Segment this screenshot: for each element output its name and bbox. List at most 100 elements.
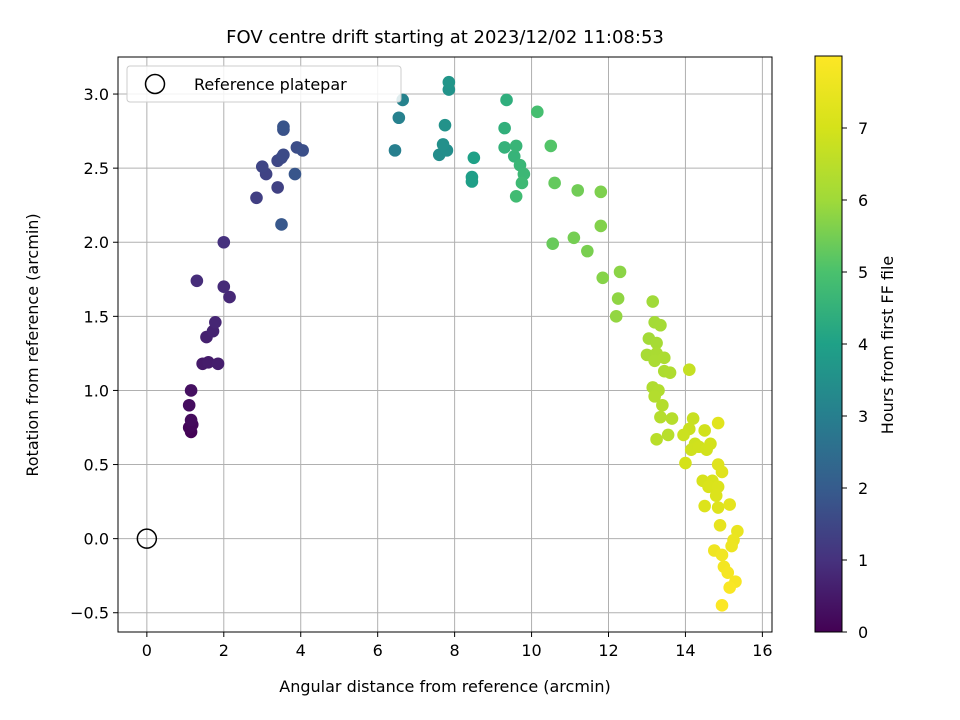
x-tick-label: 6 — [373, 641, 383, 660]
data-point — [548, 176, 561, 190]
data-point — [467, 151, 481, 165]
data-point — [509, 190, 523, 203]
data-point — [723, 498, 736, 511]
colorbar-gradient — [814, 55, 843, 633]
data-point — [182, 398, 196, 412]
data-point — [721, 566, 735, 580]
data-point — [507, 149, 521, 163]
data-point — [686, 412, 700, 425]
data-point — [223, 290, 236, 304]
data-point — [646, 295, 660, 308]
data-point — [715, 548, 729, 562]
data-point — [698, 499, 711, 513]
data-point — [594, 185, 608, 199]
data-point — [438, 118, 452, 132]
data-point — [277, 120, 290, 133]
data-point — [723, 581, 736, 594]
data-point — [594, 219, 608, 233]
data-point — [500, 93, 513, 107]
data-point — [209, 315, 222, 329]
data-point — [217, 235, 231, 249]
data-point — [648, 354, 661, 368]
data-point — [546, 237, 560, 251]
data-point — [698, 424, 711, 437]
y-tick-label: 1.0 — [84, 381, 109, 400]
data-point — [661, 428, 675, 442]
data-point — [713, 518, 727, 532]
data-point — [271, 181, 284, 194]
colorbar-label: Hours from first FF file — [878, 256, 897, 435]
data-point — [190, 274, 204, 288]
data-point — [665, 412, 679, 425]
data-point — [711, 416, 725, 430]
x-tick-label: 10 — [521, 641, 541, 660]
data-point — [255, 160, 269, 173]
data-point — [657, 351, 671, 365]
data-point — [277, 148, 290, 162]
x-tick-label: 16 — [752, 641, 772, 660]
chart-title: FOV centre drift starting at 2023/12/02 … — [226, 27, 664, 48]
data-point — [275, 218, 288, 231]
x-tick-label: 8 — [450, 641, 460, 660]
data-point — [650, 336, 663, 350]
data-point — [296, 144, 309, 157]
data-point — [650, 433, 663, 446]
y-tick-label: 2.5 — [84, 159, 109, 178]
y-tick-label: 1.5 — [84, 307, 109, 326]
data-point — [436, 138, 450, 151]
colorbar-ticks: 0 1 2 3 4 5 6 7 — [842, 119, 868, 642]
data-point — [544, 139, 558, 153]
x-tick-label: 4 — [296, 641, 306, 660]
x-tick-label: 2 — [219, 641, 229, 660]
legend-reference-label: Reference platepar — [194, 75, 347, 94]
x-axis-label: Angular distance from reference (arcmin) — [279, 677, 610, 696]
y-axis-ticks: −0.5 0.0 0.5 1.0 1.5 2.0 2.5 3.0 — [70, 85, 118, 623]
data-point — [715, 599, 729, 612]
data-point — [567, 231, 581, 245]
reference-platepar-marker — [136, 528, 158, 549]
x-axis-ticks: 0 2 4 6 8 10 12 14 16 — [142, 632, 773, 660]
data-point — [465, 175, 479, 188]
data-point — [515, 176, 529, 190]
data-point — [711, 501, 725, 514]
legend: Reference platepar — [126, 65, 402, 103]
colorbar-tick-label: 7 — [858, 119, 868, 138]
data-point — [663, 366, 677, 379]
colorbar-tick-label: 5 — [858, 263, 868, 282]
data-point — [211, 357, 225, 371]
data-point — [609, 310, 623, 323]
data-point — [709, 489, 723, 502]
x-tick-label: 0 — [142, 641, 152, 660]
data-point — [250, 191, 263, 205]
data-point — [654, 318, 667, 332]
data-point — [677, 428, 690, 442]
colorbar-tick-label: 1 — [858, 551, 868, 570]
data-point — [392, 111, 406, 125]
y-tick-label: 3.0 — [84, 85, 109, 104]
colorbar: 0 1 2 3 4 5 6 7 Hours from first FF file — [814, 55, 897, 642]
legend-reference-marker — [144, 73, 166, 95]
data-point — [184, 384, 198, 397]
data-point — [202, 355, 215, 369]
x-tick-label: 12 — [598, 641, 618, 660]
data-point — [288, 167, 302, 181]
y-tick-label: 0.5 — [84, 456, 109, 475]
colorbar-tick-label: 0 — [858, 623, 868, 642]
y-tick-label: 2.0 — [84, 233, 109, 252]
y-tick-label: 0.0 — [84, 530, 109, 549]
data-point — [682, 363, 696, 376]
data-point — [571, 184, 585, 197]
data-point — [654, 410, 667, 424]
data-point — [702, 480, 715, 494]
colorbar-tick-label: 4 — [858, 335, 868, 354]
data-point — [679, 456, 692, 470]
y-tick-label: −0.5 — [70, 604, 109, 623]
data-point — [648, 390, 661, 403]
data-point — [704, 437, 717, 451]
reference-marker-layer — [136, 528, 158, 549]
legend-box — [126, 65, 402, 103]
plot-frame — [117, 56, 773, 633]
data-point — [656, 398, 669, 412]
scatter-points — [182, 75, 744, 612]
